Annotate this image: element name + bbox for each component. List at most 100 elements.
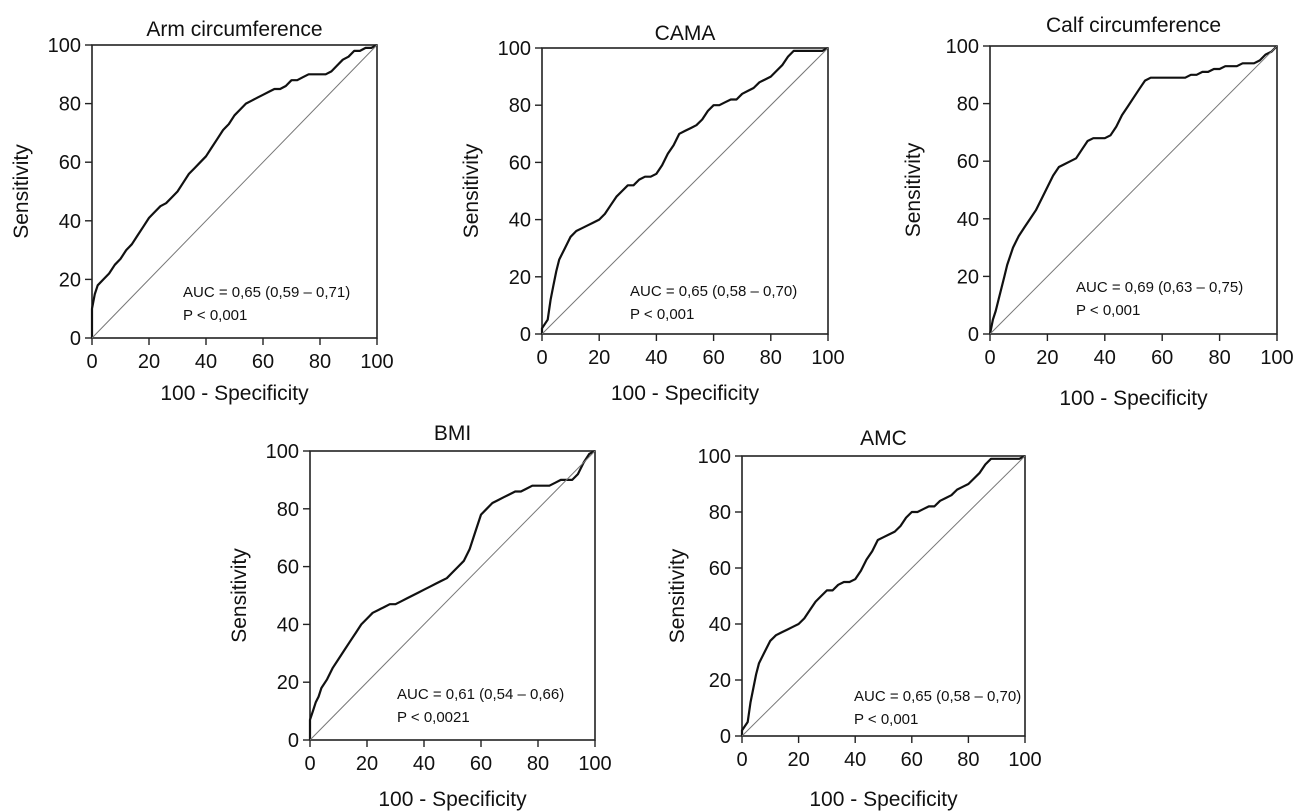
chart-title: Calf circumference — [1046, 14, 1221, 37]
y-tick-label: 100 — [946, 36, 979, 58]
x-tick-label: 20 — [588, 347, 610, 369]
y-tick-label: 80 — [709, 502, 731, 524]
x-axis-title: 100 - Specificity — [809, 788, 958, 811]
y-axis-title: Sensitivity — [228, 548, 251, 643]
x-tick-label: 20 — [787, 749, 809, 771]
x-tick-label: 20 — [356, 753, 378, 775]
x-tick-label: 40 — [195, 351, 217, 373]
roc-curve — [740, 455, 1026, 736]
y-tick-label: 100 — [698, 446, 731, 468]
x-tick-label: 40 — [413, 753, 435, 775]
y-tick-label: 40 — [957, 209, 979, 231]
x-tick-label: 60 — [252, 351, 274, 373]
p-value-annotation: P < 0,001 — [630, 306, 694, 323]
roc-curve — [90, 44, 378, 338]
reference-line — [91, 44, 378, 339]
y-tick-label: 0 — [520, 324, 531, 346]
y-tick-label: 40 — [509, 210, 531, 232]
y-tick-label: 40 — [59, 211, 81, 233]
x-axis-title: 100 - Specificity — [378, 788, 527, 811]
y-tick-label: 0 — [288, 730, 299, 752]
plot-frame — [91, 44, 378, 339]
p-value-annotation: P < 0,001 — [1076, 302, 1140, 319]
plot-frame — [741, 455, 1026, 737]
x-tick-label: 0 — [736, 749, 747, 771]
x-tick-label: 100 — [578, 753, 611, 775]
reference-line — [541, 47, 829, 335]
x-tick-label: 0 — [86, 351, 97, 373]
x-tick-label: 0 — [304, 753, 315, 775]
y-tick-label: 40 — [277, 614, 299, 636]
x-tick-label: 80 — [957, 749, 979, 771]
x-tick-label: 20 — [138, 351, 160, 373]
x-axis-title: 100 - Specificity — [160, 382, 309, 405]
y-tick-label: 80 — [957, 94, 979, 116]
y-tick-label: 80 — [59, 94, 81, 116]
y-tick-label: 60 — [509, 152, 531, 174]
y-tick-label: 20 — [709, 670, 731, 692]
x-tick-label: 80 — [309, 351, 331, 373]
auc-annotation: AUC = 0,65 (0,59 – 0,71) — [183, 284, 350, 301]
x-tick-label: 100 — [811, 347, 844, 369]
y-tick-label: 100 — [266, 441, 299, 463]
p-value-annotation: P < 0,001 — [854, 711, 918, 728]
chart-panel-2: CAMA 0 20 40 60 80 100 0 20 40 60 80 100 100 - Specif… — [460, 22, 845, 405]
x-tick-label: 60 — [470, 753, 492, 775]
p-value-annotation: P < 0,0021 — [397, 709, 470, 726]
x-tick-label: 60 — [1151, 347, 1173, 369]
plot-frame — [309, 450, 596, 741]
chart-title: AMC — [860, 427, 907, 450]
y-axis-title: Sensitivity — [902, 142, 925, 237]
y-tick-label: 60 — [957, 151, 979, 173]
roc-curve — [988, 45, 1278, 335]
y-tick-label: 60 — [59, 152, 81, 174]
x-tick-label: 0 — [536, 347, 547, 369]
y-tick-label: 40 — [709, 614, 731, 636]
x-tick-label: 40 — [645, 347, 667, 369]
y-axis-title: Sensitivity — [460, 143, 483, 238]
reference-line — [741, 455, 1026, 737]
x-tick-label: 60 — [901, 749, 923, 771]
plot-frame — [989, 45, 1278, 335]
y-axis-title: Sensitivity — [666, 548, 689, 643]
y-tick-label: 20 — [59, 269, 81, 291]
x-tick-label: 40 — [844, 749, 866, 771]
auc-annotation: AUC = 0,69 (0,63 – 0,75) — [1076, 279, 1243, 296]
y-tick-label: 0 — [968, 324, 979, 346]
y-tick-label: 80 — [277, 499, 299, 521]
x-tick-label: 80 — [527, 753, 549, 775]
p-value-annotation: P < 0,001 — [183, 307, 247, 324]
x-tick-label: 40 — [1094, 347, 1116, 369]
roc-curve — [540, 47, 829, 334]
x-tick-label: 100 — [360, 351, 393, 373]
y-tick-label: 100 — [498, 38, 531, 60]
roc-curve — [308, 450, 596, 740]
reference-line — [989, 45, 1278, 335]
y-tick-label: 60 — [277, 557, 299, 579]
chart-title: Arm circumference — [146, 18, 322, 41]
chart-title: BMI — [434, 422, 471, 445]
y-tick-label: 20 — [277, 672, 299, 694]
x-tick-label: 80 — [760, 347, 782, 369]
y-axis-title: Sensitivity — [10, 144, 33, 239]
auc-annotation: AUC = 0,65 (0,58 – 0,70) — [854, 688, 1021, 705]
y-tick-label: 0 — [720, 726, 731, 748]
x-tick-label: 0 — [984, 347, 995, 369]
x-tick-label: 80 — [1208, 347, 1230, 369]
auc-annotation: AUC = 0,65 (0,58 – 0,70) — [630, 283, 797, 300]
x-tick-label: 100 — [1008, 749, 1041, 771]
x-axis-title: 100 - Specificity — [611, 382, 760, 405]
x-tick-label: 100 — [1260, 347, 1293, 369]
reference-line — [309, 450, 596, 741]
plot-frame — [541, 47, 829, 335]
y-tick-label: 0 — [70, 328, 81, 350]
x-tick-label: 60 — [702, 347, 724, 369]
y-tick-label: 60 — [709, 558, 731, 580]
x-axis-title: 100 - Specificity — [1059, 387, 1208, 410]
auc-annotation: AUC = 0,61 (0,54 – 0,66) — [397, 686, 564, 703]
chart-panel-4: BMI 0 20 40 60 80 100 0 20 40 60 80 100 100 - Specifi… — [228, 422, 612, 811]
chart-panel-5: AMC 0 20 40 60 80 100 0 20 40 60 80 100 100 - Specifi… — [666, 427, 1042, 811]
chart-title: CAMA — [655, 22, 716, 45]
